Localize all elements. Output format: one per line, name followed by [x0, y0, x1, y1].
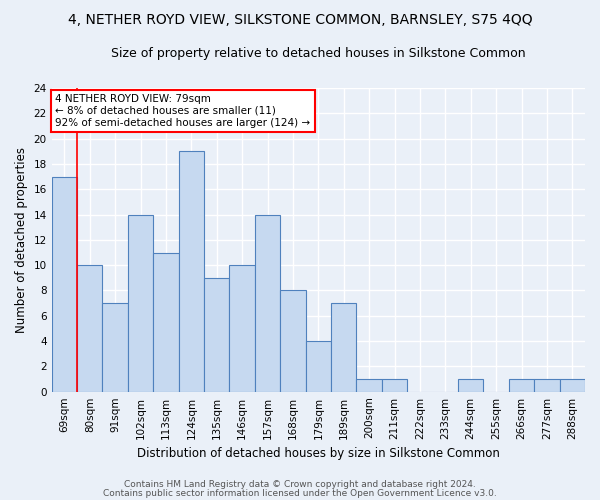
Bar: [560, 379, 585, 392]
Y-axis label: Number of detached properties: Number of detached properties: [15, 147, 28, 333]
Bar: [509, 379, 534, 392]
Title: Size of property relative to detached houses in Silkstone Common: Size of property relative to detached ho…: [111, 48, 526, 60]
Bar: [179, 152, 204, 392]
Bar: [458, 379, 484, 392]
Bar: [534, 379, 560, 392]
Bar: [280, 290, 305, 392]
Bar: [305, 341, 331, 392]
Bar: [255, 214, 280, 392]
Bar: [204, 278, 229, 392]
Bar: [229, 265, 255, 392]
Bar: [331, 303, 356, 392]
Bar: [153, 252, 179, 392]
X-axis label: Distribution of detached houses by size in Silkstone Common: Distribution of detached houses by size …: [137, 447, 500, 460]
Bar: [382, 379, 407, 392]
Text: 4 NETHER ROYD VIEW: 79sqm
← 8% of detached houses are smaller (11)
92% of semi-d: 4 NETHER ROYD VIEW: 79sqm ← 8% of detach…: [55, 94, 311, 128]
Bar: [52, 176, 77, 392]
Bar: [103, 303, 128, 392]
Text: Contains public sector information licensed under the Open Government Licence v3: Contains public sector information licen…: [103, 488, 497, 498]
Text: 4, NETHER ROYD VIEW, SILKSTONE COMMON, BARNSLEY, S75 4QQ: 4, NETHER ROYD VIEW, SILKSTONE COMMON, B…: [68, 12, 532, 26]
Bar: [77, 265, 103, 392]
Bar: [356, 379, 382, 392]
Bar: [128, 214, 153, 392]
Text: Contains HM Land Registry data © Crown copyright and database right 2024.: Contains HM Land Registry data © Crown c…: [124, 480, 476, 489]
